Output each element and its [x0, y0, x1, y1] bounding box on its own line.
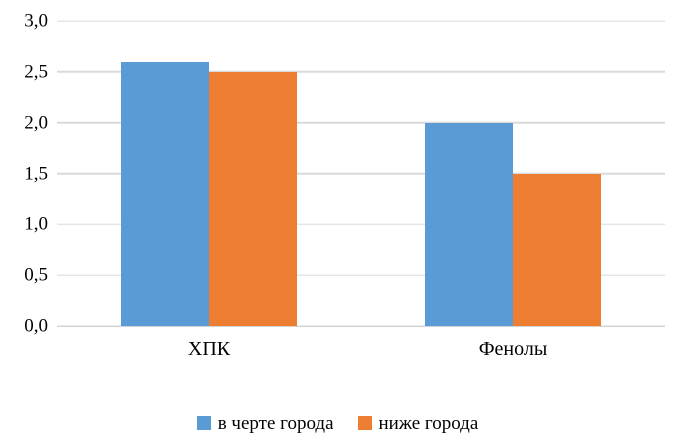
legend: в черте города ниже города [0, 408, 675, 438]
bar [209, 71, 297, 326]
y-tick-label: 0,5 [24, 264, 48, 286]
y-tick-label: 1,5 [24, 163, 48, 184]
legend-item: в черте города [196, 412, 334, 434]
y-tick-label: 2,5 [24, 61, 48, 83]
category-group [361, 21, 665, 326]
x-axis-category-labels: ХПК Фенолы [57, 337, 665, 361]
gridline [57, 274, 665, 276]
x-category-label: Фенолы [478, 338, 548, 360]
y-tick-label: 1,0 [24, 213, 48, 235]
gridline [57, 223, 665, 226]
bars-layer [57, 21, 665, 326]
legend-swatch-icon [196, 416, 211, 430]
y-tick-label: 2,0 [24, 112, 48, 134]
gridline [57, 20, 665, 22]
x-category-label: ХПК [187, 338, 231, 360]
legend-swatch-icon [357, 416, 372, 430]
gridline [57, 172, 665, 175]
bar [121, 61, 209, 326]
y-tick-label: 0,0 [24, 315, 48, 337]
category-group [57, 21, 361, 326]
legend-label: в черте города [217, 412, 334, 434]
gridline [57, 121, 665, 124]
y-tick-label: 3,0 [24, 10, 48, 32]
legend-item: ниже города [357, 412, 479, 434]
plot-area [57, 20, 665, 327]
bar [513, 173, 601, 326]
bar [425, 122, 513, 326]
x-axis-line [57, 325, 665, 327]
gridline [57, 71, 665, 73]
legend-label: ниже города [378, 412, 479, 434]
y-axis-tick-labels: 0,0 0,5 1,0 1,5 2,0 2,5 3,0 [4, 12, 48, 336]
